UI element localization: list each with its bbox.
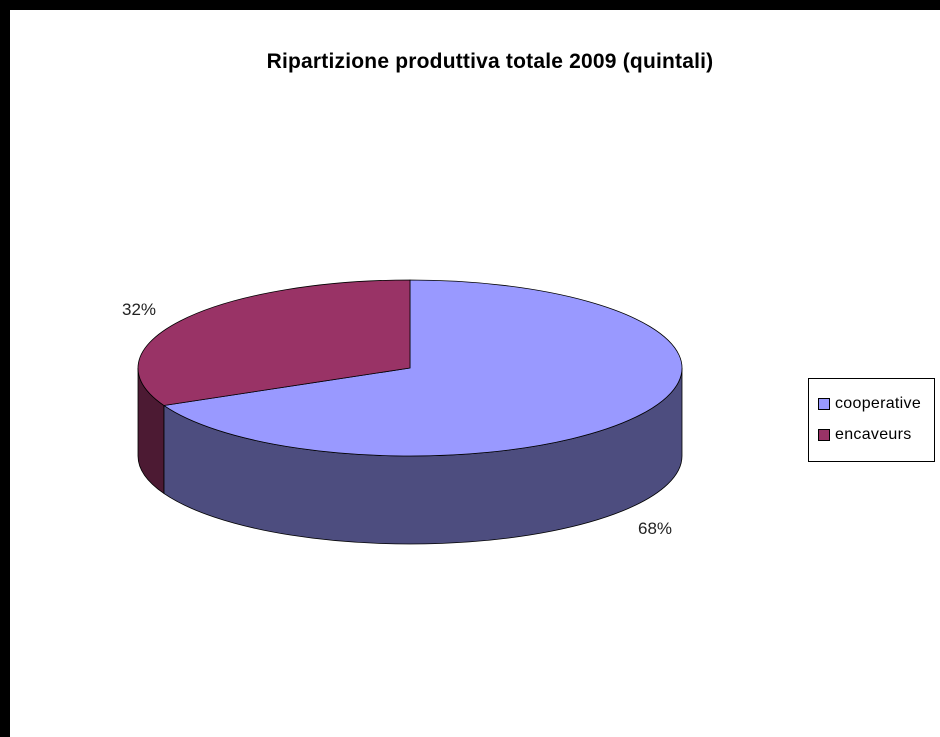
pie-chart: 32% 68% [122,279,683,545]
chart-title: Ripartizione produttiva totale 2009 (qui… [266,50,714,73]
data-label-encaveurs: 32% [122,300,156,319]
legend-swatch-cooperative [818,397,830,410]
chart-area: Ripartizione produttiva totale 2009 (qui… [10,10,940,737]
legend-item-encaveurs: encaveurs [809,419,934,450]
pie-group [137,279,683,545]
pie-slice-cooperative [163,279,683,457]
data-label-cooperative: 68% [638,519,672,538]
legend-label-cooperative: cooperative [835,394,922,412]
legend-label-encaveurs: encaveurs [835,425,912,443]
legend-swatch-encaveurs [818,428,830,441]
pie-slice-encaveurs [137,279,411,406]
legend-item-cooperative: cooperative [809,388,934,419]
legend: cooperative encaveurs [808,378,935,462]
